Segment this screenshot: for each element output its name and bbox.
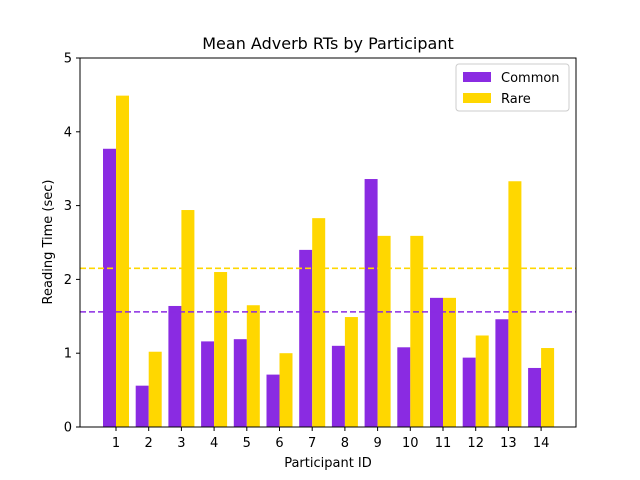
y-tick-label: 0 <box>64 421 72 436</box>
bar-rare-3 <box>181 210 195 427</box>
bar-rare-10 <box>410 235 424 427</box>
bar-common-6 <box>266 374 280 427</box>
bar-common-10 <box>397 347 411 427</box>
x-tick-label: 13 <box>500 436 517 451</box>
x-tick-label: 6 <box>275 436 283 451</box>
bar-rare-13 <box>508 181 522 427</box>
bar-rare-5 <box>246 305 260 427</box>
x-tick-label: 7 <box>308 436 316 451</box>
bar-common-7 <box>299 249 313 427</box>
legend-label-rare: Rare <box>501 92 531 107</box>
x-tick-label: 11 <box>435 436 452 451</box>
bar-common-11 <box>430 297 443 427</box>
bar-rare-1 <box>116 95 129 427</box>
reference-lines <box>80 267 576 313</box>
x-tick-label: 14 <box>533 436 550 451</box>
plot-frame <box>79 57 577 428</box>
bar-rare-7 <box>312 218 326 427</box>
bar-rare-9 <box>377 235 391 427</box>
bars <box>103 95 555 427</box>
bar-rare-8 <box>344 317 358 427</box>
bar-common-13 <box>495 319 509 427</box>
x-tick-label: 5 <box>243 436 251 451</box>
x-tick-label: 9 <box>373 436 381 451</box>
y-tick-label: 4 <box>64 125 72 140</box>
x-tick-label: 12 <box>467 436 484 451</box>
legend-swatch-rare <box>463 93 491 103</box>
bar-rare-6 <box>279 353 293 427</box>
y-tick-label: 2 <box>64 273 72 288</box>
bar-rare-4 <box>214 272 228 427</box>
x-tick-label: 10 <box>402 436 419 451</box>
y-axis-label: Reading Time (sec) <box>41 180 56 305</box>
legend-label-common: Common <box>501 71 560 86</box>
bar-common-12 <box>462 357 476 427</box>
x-tick-label: 3 <box>177 436 185 451</box>
bar-common-1 <box>103 148 116 427</box>
x-axis-label: Participant ID <box>284 456 372 471</box>
x-axis-ticks: 1 2 3 4 5 6 7 8 9 10 11 12 13 14 <box>112 427 550 451</box>
bar-rare-12 <box>475 335 489 427</box>
y-tick-label: 1 <box>64 347 72 362</box>
bar-common-2 <box>135 385 149 427</box>
y-tick-label: 3 <box>64 199 72 214</box>
y-tick-label: 5 <box>64 52 72 67</box>
bar-rare-14 <box>541 348 555 427</box>
y-axis-ticks: 0 1 2 3 4 5 <box>64 52 80 436</box>
x-tick-label: 4 <box>210 436 218 451</box>
bar-common-8 <box>331 345 345 427</box>
bar-common-14 <box>528 367 542 427</box>
legend-swatch-common <box>463 72 491 82</box>
bar-common-9 <box>364 179 378 427</box>
chart-title: Mean Adverb RTs by Participant <box>202 34 454 53</box>
bar-rare-11 <box>443 297 456 427</box>
bar-common-5 <box>233 339 247 427</box>
bar-common-3 <box>168 305 182 427</box>
bar-common-4 <box>201 341 215 427</box>
x-tick-label: 8 <box>341 436 349 451</box>
legend: Common Rare <box>455 63 570 112</box>
bar-rare-2 <box>148 351 162 427</box>
x-tick-label: 2 <box>145 436 153 451</box>
x-tick-label: 1 <box>112 436 120 451</box>
